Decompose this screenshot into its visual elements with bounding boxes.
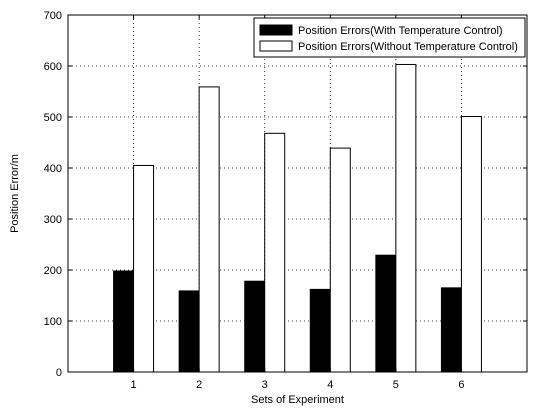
bar-without-control [133,164,155,373]
x-axis-label: Sets of Experiment [251,394,344,406]
y-tick-label: 300 [44,214,62,226]
bar-without-control [395,63,417,373]
bar-with-control [178,290,200,373]
y-axis-label: Position Error/m [9,154,21,233]
legend-label-with-control: Position Errors(With Temperature Control… [298,25,503,37]
x-tick-label: 3 [262,379,268,391]
y-tick-label: 700 [44,10,62,22]
y-tick-label: 500 [44,112,62,124]
bar-without-control [460,115,482,373]
y-tick-label: 100 [44,316,62,328]
y-tick-label: 400 [44,163,62,175]
bar-without-control [264,132,286,373]
x-tick-label: 1 [131,379,137,391]
y-tick-label: 600 [44,61,62,73]
ticks: 0 100 200 300 400 500 600 700 1 2 3 4 5 6 [44,10,527,391]
legend-swatch-without-control [259,40,293,52]
bar-with-control [113,270,135,373]
bar-with-control [309,288,331,373]
bar-with-control [375,254,397,373]
legend-label-without-control: Position Errors(Without Temperature Cont… [298,41,518,53]
bar-without-control [198,86,220,373]
y-tick-label: 0 [56,367,62,379]
x-tick-label: 2 [196,379,202,391]
x-tick-label: 6 [458,379,464,391]
plot-frame [67,14,528,373]
legend: Position Errors(With Temperature Control… [253,17,526,58]
bars [113,63,482,373]
bar-with-control [244,280,266,373]
bar-with-control [440,287,462,373]
x-tick-label: 5 [393,379,399,391]
legend-box [253,17,526,58]
bar-without-control [329,147,351,373]
legend-swatch-with-control [259,24,293,36]
x-tick-label: 4 [327,379,333,391]
y-tick-label: 200 [44,265,62,277]
